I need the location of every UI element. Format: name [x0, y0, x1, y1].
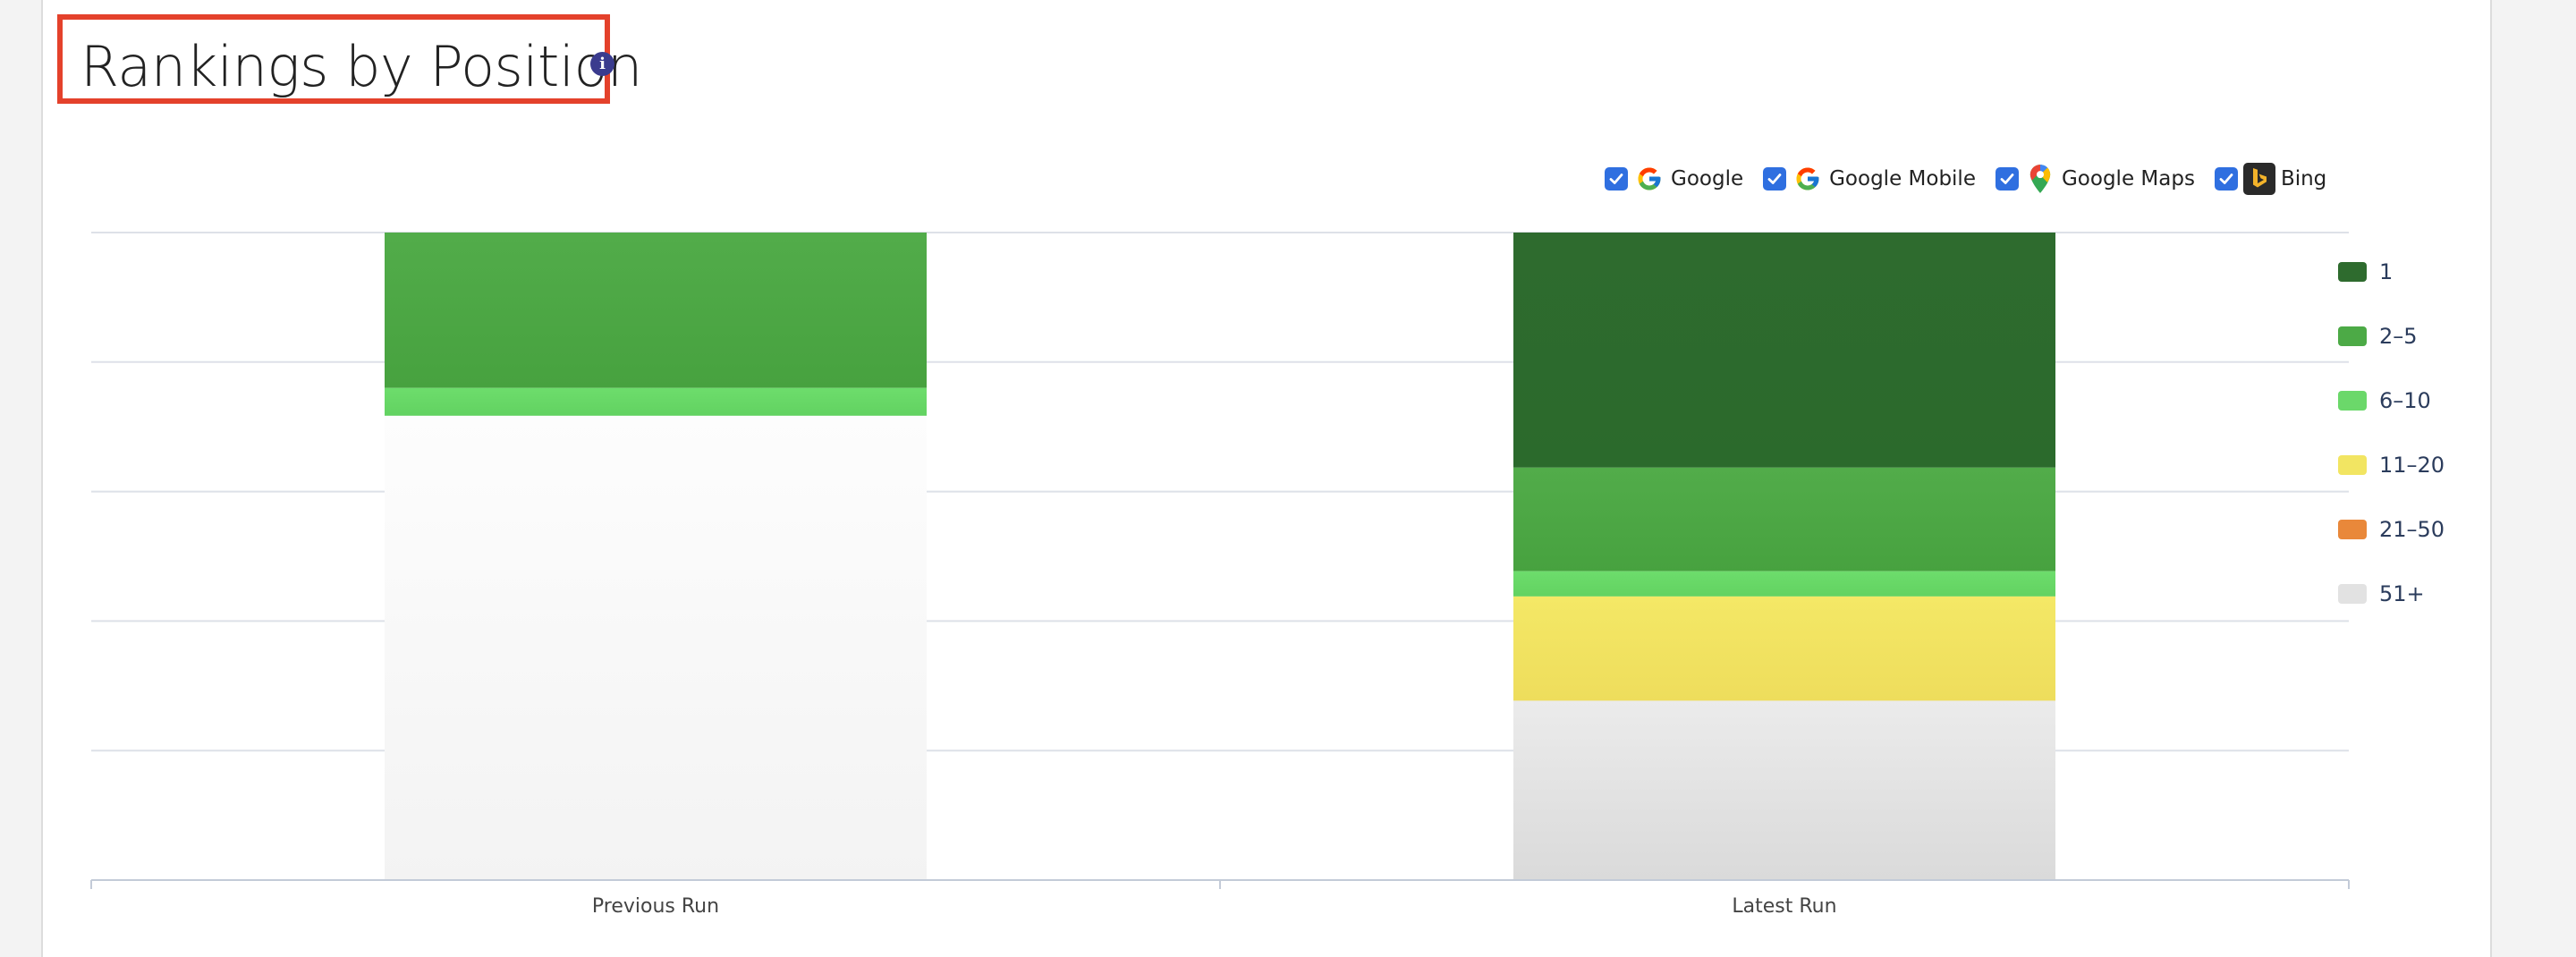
- info-icon[interactable]: i: [590, 52, 614, 76]
- legend-label: 51+: [2379, 581, 2425, 606]
- legend-swatch: [2338, 584, 2367, 604]
- legend-item-21-50[interactable]: 21–50: [2338, 497, 2445, 562]
- filter-google[interactable]: Google: [1605, 163, 1743, 195]
- legend-label: 6–10: [2379, 388, 2431, 413]
- legend-swatch: [2338, 391, 2367, 411]
- legend-swatch: [2338, 326, 2367, 346]
- google-icon: [1633, 163, 1665, 195]
- position-legend: 1 2–5 6–10 11–20 21–50 51+: [2338, 240, 2445, 626]
- bar-segment[interactable]: [1513, 571, 2055, 597]
- legend-label: 11–20: [2379, 453, 2445, 478]
- checkbox-bing[interactable]: [2214, 167, 2238, 191]
- filter-google-mobile-label: Google Mobile: [1829, 167, 1976, 191]
- legend-swatch: [2338, 262, 2367, 282]
- bar-segment[interactable]: [385, 415, 927, 881]
- legend-label: 1: [2379, 259, 2394, 284]
- x-axis-tick-label: Latest Run: [1732, 895, 1836, 918]
- legend-label: 2–5: [2379, 324, 2418, 349]
- filter-google-maps-label: Google Maps: [2061, 167, 2195, 191]
- search-engine-filters: Google Google Mobile: [1605, 159, 2326, 199]
- bar-segment[interactable]: [1513, 700, 2055, 880]
- x-axis-tick-label: Previous Run: [592, 895, 719, 918]
- bing-icon: [2242, 163, 2275, 195]
- legend-swatch: [2338, 455, 2367, 475]
- filter-bing-label: Bing: [2280, 167, 2327, 191]
- title-highlight-box: Rankings by Position i: [57, 14, 642, 104]
- bar-segment[interactable]: [385, 233, 927, 388]
- filter-bing[interactable]: Bing: [2214, 163, 2327, 195]
- page-title: Rankings by Position: [80, 34, 642, 99]
- legend-item-2-5[interactable]: 2–5: [2338, 304, 2445, 368]
- filter-google-mobile[interactable]: Google Mobile: [1763, 163, 1976, 195]
- checkbox-google-mobile[interactable]: [1763, 167, 1787, 191]
- google-icon: [1792, 163, 1824, 195]
- legend-item-1[interactable]: 1: [2338, 240, 2445, 304]
- checkbox-google-maps[interactable]: [1995, 167, 2019, 191]
- bar-segment[interactable]: [1513, 596, 2055, 701]
- legend-swatch: [2338, 520, 2367, 539]
- map-pin-icon: [2024, 163, 2056, 195]
- bar-segment[interactable]: [1513, 233, 2055, 468]
- legend-item-51-plus[interactable]: 51+: [2338, 562, 2445, 626]
- bar-segment[interactable]: [385, 387, 927, 416]
- legend-label: 21–50: [2379, 517, 2445, 542]
- filter-google-label: Google: [1671, 167, 1744, 191]
- filter-google-maps[interactable]: Google Maps: [1995, 163, 2195, 195]
- checkbox-google[interactable]: [1605, 167, 1628, 191]
- legend-item-6-10[interactable]: 6–10: [2338, 368, 2445, 433]
- legend-item-11-20[interactable]: 11–20: [2338, 433, 2445, 497]
- bar-segment[interactable]: [1513, 467, 2055, 572]
